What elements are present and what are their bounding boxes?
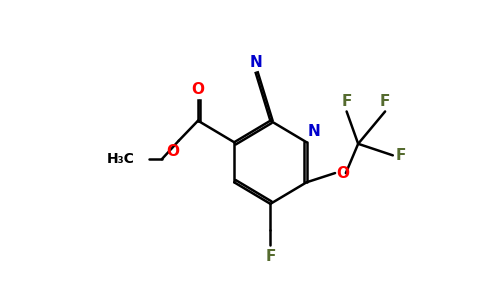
Text: H₃C: H₃C — [107, 152, 135, 166]
Text: F: F — [341, 94, 352, 109]
Text: F: F — [265, 248, 275, 263]
Text: F: F — [396, 148, 406, 163]
Text: O: O — [166, 144, 179, 159]
Text: N: N — [249, 55, 262, 70]
Text: F: F — [380, 94, 390, 109]
Text: O: O — [192, 82, 205, 97]
Text: N: N — [308, 124, 321, 139]
Text: O: O — [336, 166, 349, 181]
